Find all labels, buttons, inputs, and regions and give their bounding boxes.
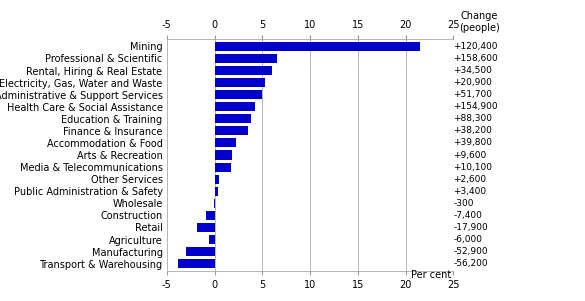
Bar — [215, 126, 248, 135]
Bar — [215, 102, 254, 111]
Bar — [214, 199, 215, 208]
Bar — [215, 90, 262, 99]
Text: +3,400: +3,400 — [453, 187, 487, 196]
Bar — [215, 78, 265, 87]
Bar — [215, 163, 230, 172]
Text: +120,400: +120,400 — [453, 42, 498, 51]
Text: -56,200: -56,200 — [453, 259, 488, 268]
Text: Change
(people): Change (people) — [459, 11, 500, 33]
Bar — [215, 54, 277, 63]
Bar — [215, 114, 251, 123]
Bar — [215, 187, 218, 196]
Text: +88,300: +88,300 — [453, 114, 493, 123]
Bar — [206, 211, 215, 220]
Text: +20,900: +20,900 — [453, 78, 492, 87]
Text: -7,400: -7,400 — [453, 211, 482, 220]
Bar — [215, 175, 219, 184]
Bar — [215, 138, 236, 147]
Text: +2,600: +2,600 — [453, 175, 487, 184]
Bar — [215, 66, 272, 75]
Text: +154,900: +154,900 — [453, 102, 498, 111]
Bar — [215, 42, 420, 51]
Text: +39,800: +39,800 — [453, 138, 493, 147]
Bar — [178, 259, 215, 268]
Text: -52,900: -52,900 — [453, 247, 488, 256]
Text: -6,000: -6,000 — [453, 235, 483, 244]
Text: +9,600: +9,600 — [453, 150, 487, 160]
Bar — [209, 235, 215, 244]
Text: -17,900: -17,900 — [453, 223, 488, 232]
Text: -300: -300 — [453, 199, 474, 208]
Text: +34,500: +34,500 — [453, 66, 492, 75]
Bar — [197, 223, 215, 232]
Text: +38,200: +38,200 — [453, 126, 492, 135]
Text: +158,600: +158,600 — [453, 54, 498, 63]
Text: +10,100: +10,100 — [453, 163, 493, 172]
Bar — [215, 150, 232, 160]
Bar — [186, 247, 215, 256]
Text: Per cent: Per cent — [411, 270, 452, 280]
Text: +51,700: +51,700 — [453, 90, 493, 99]
